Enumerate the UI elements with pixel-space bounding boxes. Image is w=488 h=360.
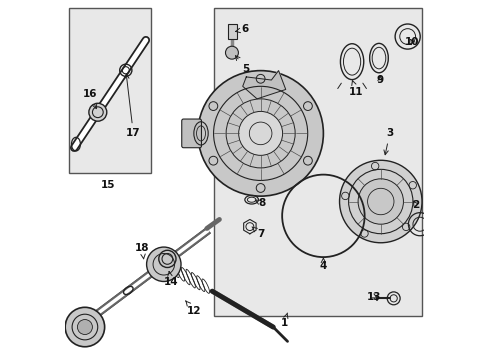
Polygon shape: [242, 71, 285, 99]
Circle shape: [146, 247, 181, 282]
Text: 14: 14: [163, 271, 178, 287]
Text: 2: 2: [411, 200, 419, 210]
Text: 11: 11: [348, 81, 363, 97]
Circle shape: [225, 46, 238, 59]
Circle shape: [357, 179, 403, 224]
Text: 3: 3: [383, 129, 392, 155]
Bar: [69, 8, 151, 173]
Text: 16: 16: [83, 89, 97, 109]
Text: 9: 9: [376, 75, 383, 85]
Text: 5: 5: [235, 56, 249, 74]
Circle shape: [65, 307, 104, 347]
Text: 15: 15: [101, 180, 115, 190]
Bar: [227, 24, 236, 39]
Text: 10: 10: [404, 37, 419, 47]
Text: 8: 8: [255, 198, 265, 208]
Circle shape: [238, 111, 282, 156]
Circle shape: [89, 103, 106, 121]
Text: 1: 1: [280, 313, 287, 328]
Text: 12: 12: [185, 301, 201, 316]
Text: 18: 18: [135, 243, 149, 259]
Text: 13: 13: [366, 292, 381, 302]
Bar: [214, 8, 421, 316]
FancyBboxPatch shape: [182, 119, 201, 148]
Text: 4: 4: [319, 258, 326, 271]
Circle shape: [77, 320, 92, 334]
Text: 17: 17: [124, 74, 141, 138]
Circle shape: [339, 160, 421, 243]
Circle shape: [198, 71, 323, 196]
Text: 6: 6: [235, 24, 248, 35]
Text: 7: 7: [251, 227, 264, 239]
